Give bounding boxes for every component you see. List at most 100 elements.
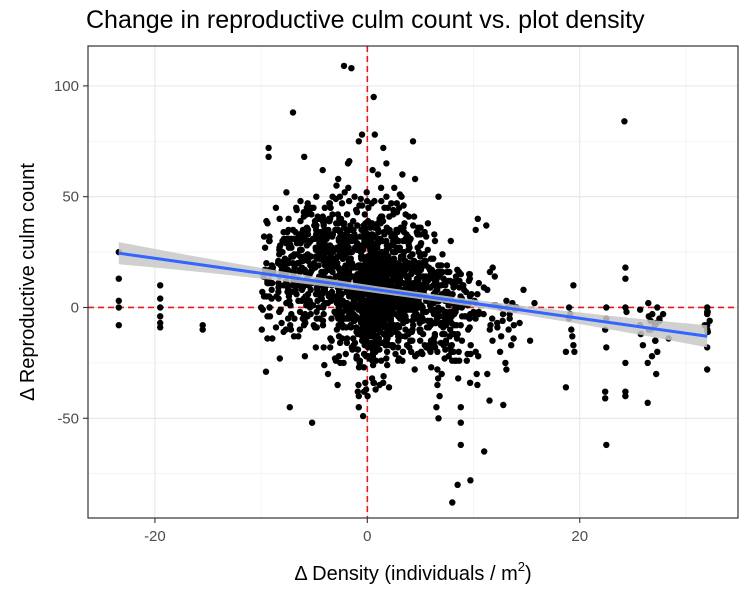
data-point bbox=[157, 319, 164, 327]
data-point bbox=[343, 237, 351, 245]
data-point bbox=[428, 364, 435, 371]
data-point bbox=[466, 315, 473, 322]
data-point bbox=[412, 353, 419, 360]
data-point bbox=[275, 284, 282, 291]
data-point bbox=[319, 217, 326, 225]
data-point bbox=[654, 304, 661, 311]
data-point bbox=[380, 379, 387, 386]
data-point bbox=[342, 350, 349, 358]
data-point bbox=[334, 381, 341, 389]
chart-title: Change in reproductive culm count vs. pl… bbox=[86, 6, 645, 34]
data-point bbox=[386, 226, 393, 234]
data-point bbox=[474, 215, 481, 222]
data-point bbox=[516, 319, 523, 327]
data-point bbox=[258, 326, 265, 333]
data-point bbox=[421, 342, 428, 349]
data-point bbox=[366, 271, 373, 278]
data-point bbox=[373, 260, 380, 267]
data-point bbox=[297, 217, 304, 225]
data-point bbox=[466, 379, 474, 386]
data-point bbox=[297, 282, 304, 289]
data-point bbox=[290, 333, 298, 340]
data-point bbox=[334, 226, 341, 234]
data-point bbox=[380, 297, 387, 304]
data-point bbox=[304, 200, 311, 207]
data-point bbox=[277, 262, 284, 269]
data-point bbox=[414, 244, 421, 251]
data-point bbox=[308, 419, 316, 426]
data-point bbox=[399, 171, 406, 178]
data-point bbox=[474, 291, 481, 298]
data-point bbox=[486, 268, 494, 276]
data-point bbox=[385, 310, 393, 318]
data-point bbox=[653, 370, 660, 378]
data-point bbox=[384, 204, 392, 211]
data-point bbox=[383, 355, 390, 362]
y-axis-label: Δ Reproductive culm count bbox=[17, 163, 39, 401]
data-point bbox=[364, 291, 372, 298]
data-point bbox=[465, 277, 473, 285]
data-point bbox=[410, 213, 418, 220]
data-point bbox=[570, 282, 577, 289]
data-point bbox=[455, 375, 462, 382]
data-point bbox=[458, 304, 466, 311]
data-point bbox=[275, 279, 282, 287]
data-point bbox=[328, 337, 335, 344]
data-point bbox=[291, 235, 298, 242]
data-point bbox=[622, 388, 629, 395]
data-point bbox=[370, 93, 377, 101]
data-point bbox=[427, 337, 435, 344]
data-point bbox=[395, 273, 402, 280]
data-point bbox=[370, 304, 378, 311]
data-point bbox=[434, 366, 441, 373]
data-point bbox=[484, 370, 491, 378]
data-point bbox=[307, 286, 314, 293]
data-point bbox=[268, 295, 275, 302]
data-point bbox=[416, 319, 423, 327]
data-point bbox=[392, 266, 399, 273]
data-point bbox=[568, 326, 575, 333]
data-point bbox=[358, 131, 366, 138]
data-point bbox=[622, 392, 629, 400]
data-point bbox=[439, 251, 446, 258]
data-point bbox=[356, 326, 363, 333]
data-point bbox=[301, 353, 309, 360]
data-point bbox=[494, 324, 501, 331]
data-point bbox=[445, 302, 452, 309]
data-point bbox=[447, 344, 454, 351]
data-point bbox=[402, 273, 410, 280]
data-point bbox=[466, 271, 473, 278]
data-point bbox=[261, 244, 269, 251]
data-point bbox=[328, 293, 336, 300]
data-point bbox=[472, 315, 479, 322]
data-point bbox=[417, 224, 424, 231]
data-point bbox=[377, 310, 384, 318]
data-point bbox=[486, 397, 493, 404]
data-point bbox=[467, 342, 474, 349]
data-point bbox=[446, 291, 453, 298]
data-point bbox=[351, 193, 358, 200]
data-point bbox=[265, 153, 272, 160]
data-point bbox=[367, 222, 375, 229]
data-point bbox=[310, 322, 317, 329]
data-point bbox=[331, 308, 338, 316]
data-point bbox=[431, 231, 438, 238]
data-point bbox=[350, 317, 358, 324]
data-point bbox=[319, 322, 327, 329]
data-point bbox=[621, 118, 628, 125]
data-point bbox=[287, 322, 294, 329]
data-point bbox=[407, 337, 414, 344]
data-point bbox=[368, 342, 375, 349]
data-point bbox=[562, 384, 570, 391]
data-point bbox=[502, 359, 509, 367]
data-point bbox=[371, 131, 378, 138]
data-point bbox=[354, 346, 361, 353]
data-point bbox=[115, 275, 123, 282]
data-point bbox=[374, 337, 381, 344]
data-point bbox=[382, 342, 389, 349]
data-point bbox=[339, 324, 347, 331]
data-point bbox=[603, 304, 610, 311]
data-point bbox=[390, 211, 397, 218]
data-point bbox=[335, 235, 342, 242]
data-point bbox=[277, 242, 284, 249]
